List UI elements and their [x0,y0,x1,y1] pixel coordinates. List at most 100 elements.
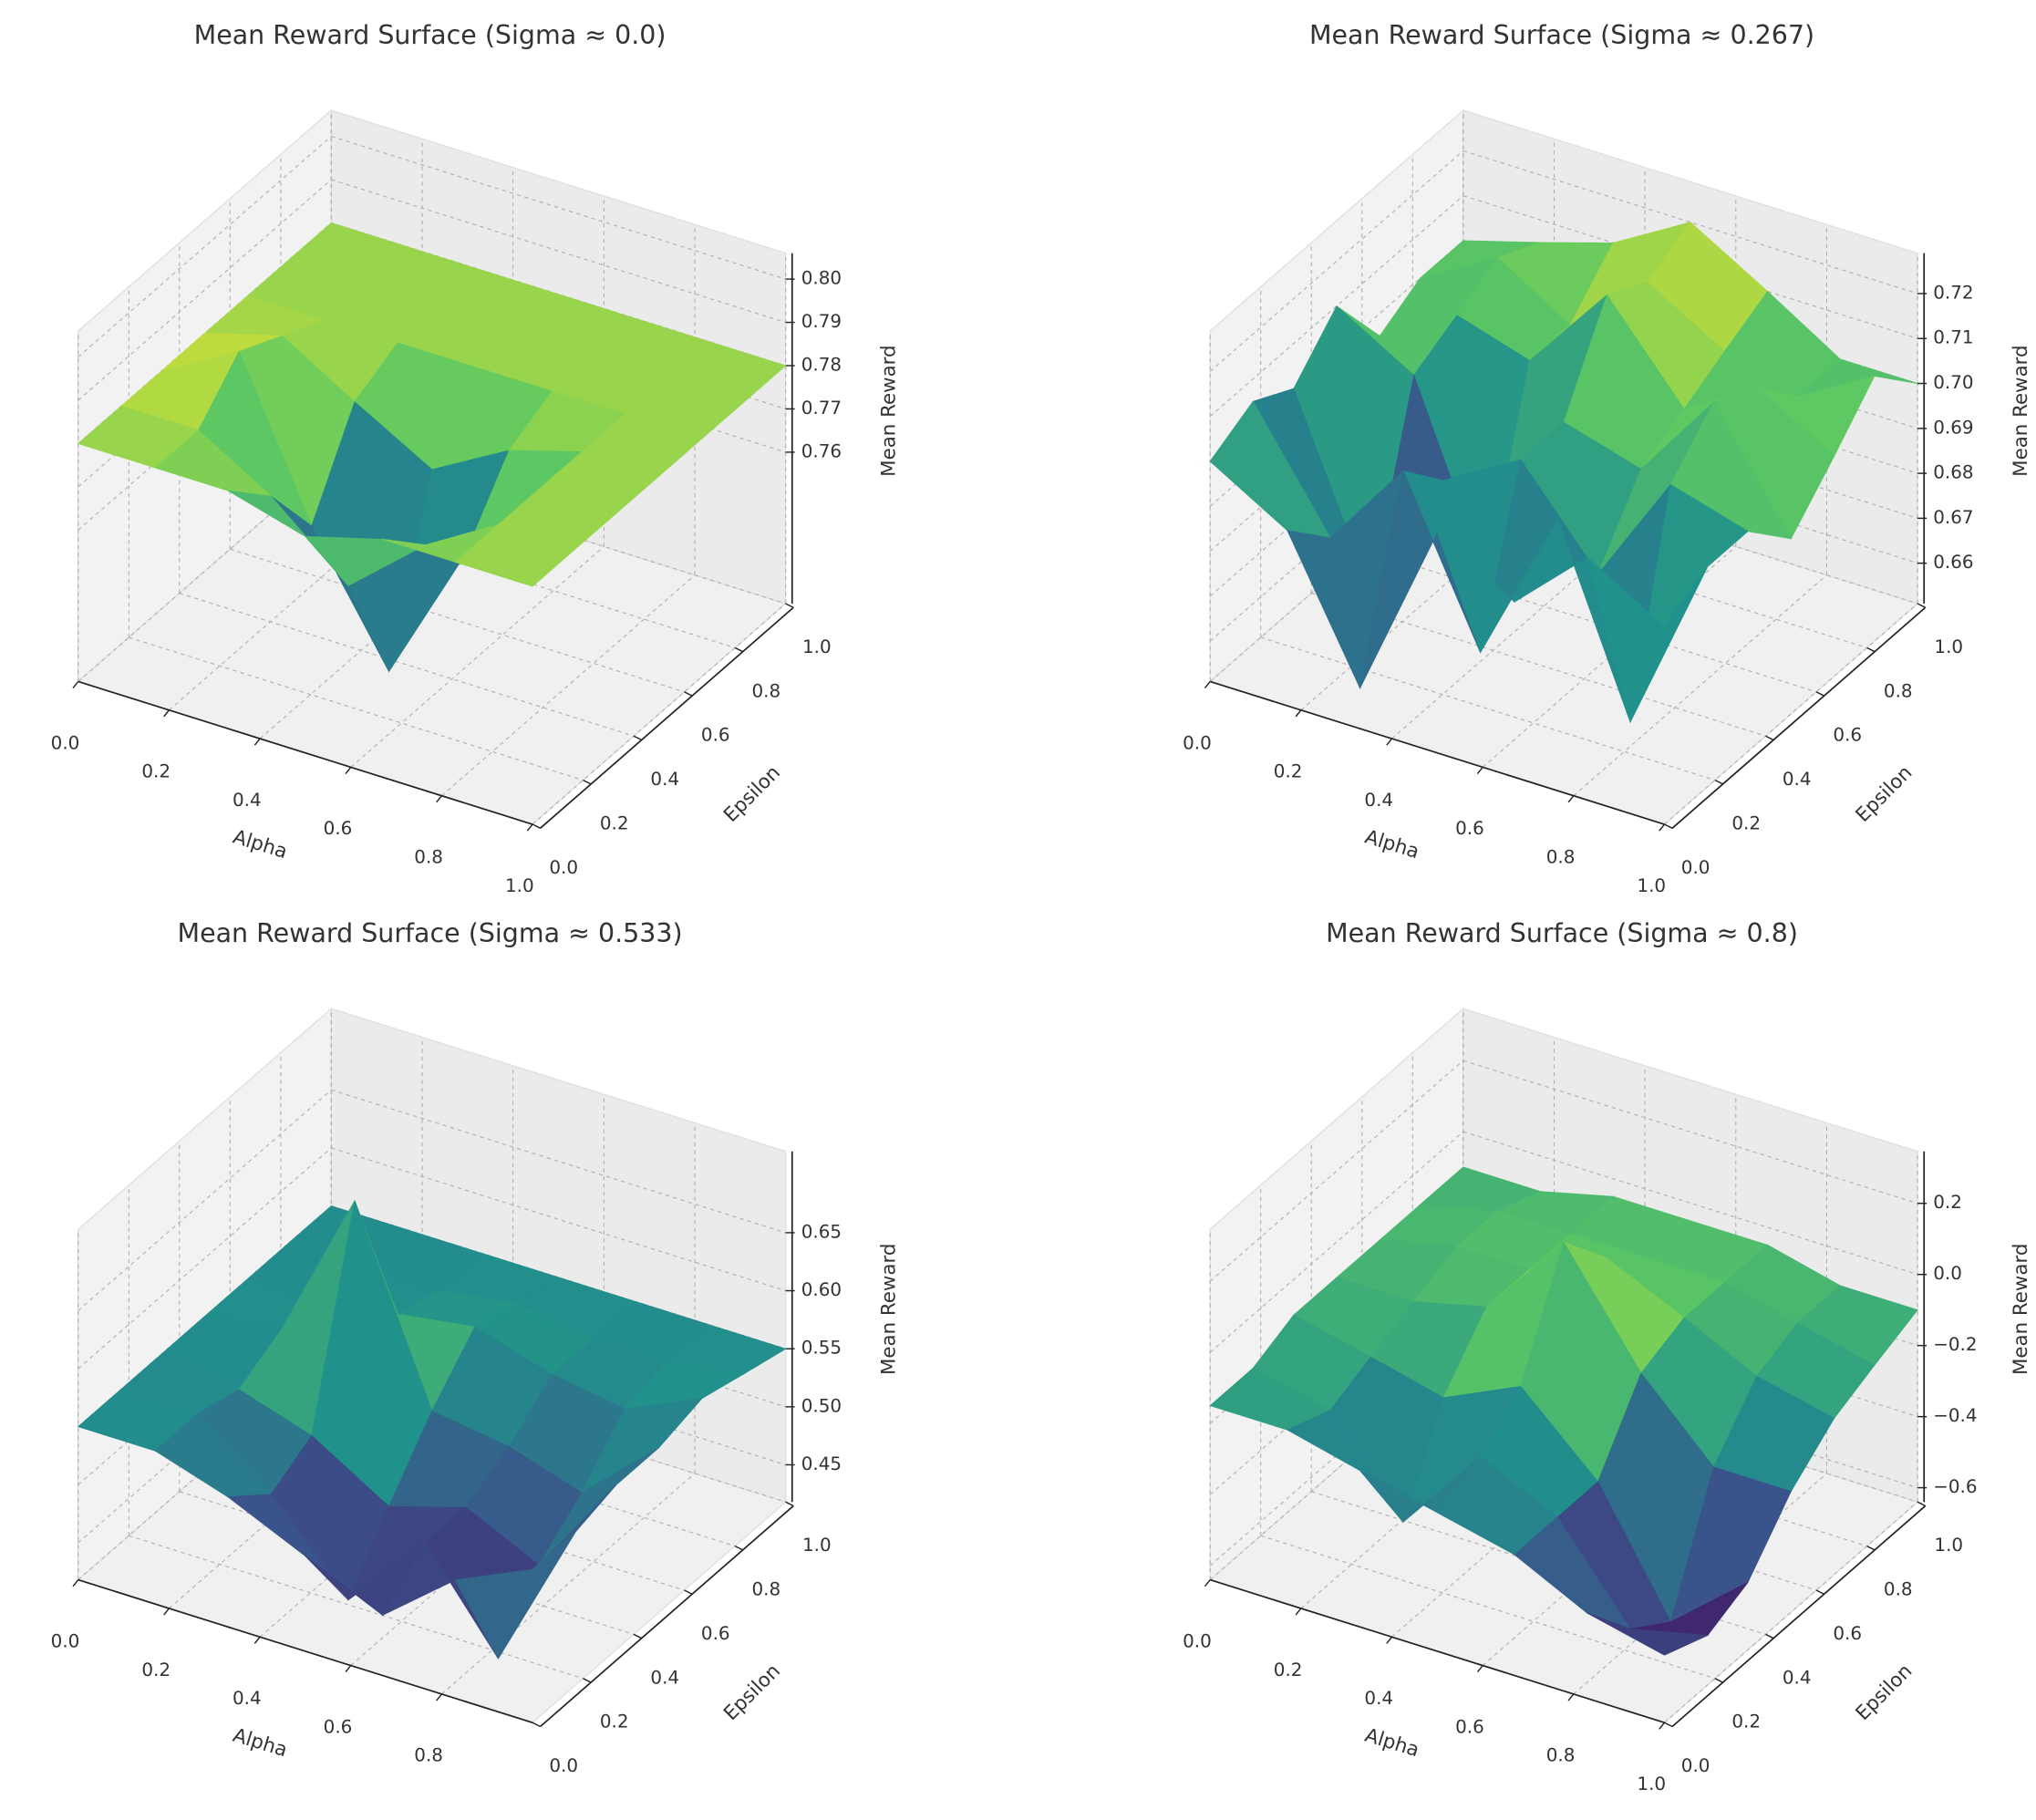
z-tick-label: 0.60 [801,1279,842,1300]
z-tick-label: 0.2 [1933,1192,1962,1213]
grid-line [1462,1131,1918,1276]
x-axis [78,1578,533,1724]
surface-patch [454,1531,576,1660]
z-axis-label: Mean Reward [2010,345,2032,476]
surface-patch [454,523,577,587]
x-tick-label: 1.0 [1637,1773,1666,1794]
y-tick-label: 0.8 [751,1579,780,1600]
y-tick-label: 0.4 [650,769,679,790]
grid-line [441,574,696,797]
surface-patch [1586,1612,1710,1656]
tick-mark [1765,1633,1774,1639]
grid-line [331,1089,786,1234]
y-tick-label: 0.0 [549,1755,578,1776]
grid-line [1209,375,1464,597]
tick-mark [1917,603,1926,608]
z-tick-label: 0.77 [801,398,842,419]
x-tick-label: 0.8 [1546,1745,1576,1766]
tick-mark [734,1545,743,1551]
z-axis-label: Mean Reward [878,345,901,476]
tick-mark [345,1665,352,1673]
grid-line [1209,330,1464,552]
tick-mark [1917,1501,1926,1507]
y-tick-label: 1.0 [1934,1535,1963,1556]
x-axis [78,680,533,825]
tick-mark [253,1636,261,1644]
x-tick-label: 0.2 [141,1660,171,1680]
tick-mark [1476,1665,1483,1673]
tick-mark [583,1678,592,1683]
grid-line [1361,548,1817,693]
x-axis-label: Alpha [231,1724,290,1763]
z-tick-label: 0.55 [801,1338,842,1359]
tick-mark [785,1501,794,1507]
grid-line [78,460,332,682]
grid-line [1391,1415,1646,1638]
tick-mark [1476,766,1483,774]
subplot-title: Mean Reward Surface (Sigma ≈ 0.0) [194,20,667,50]
subplot: Mean Reward Surface (Sigma ≈ 0.267) 0.0 0.… [1183,20,2032,896]
x-tick-label: 0.4 [1364,1688,1393,1709]
grid-line [1664,603,1918,825]
x-tick-label: 0.6 [324,818,353,839]
grid-line [1300,489,1555,711]
x-tick-label: 0.6 [1455,1716,1484,1737]
grid-line [441,1473,696,1695]
y-tick-label: 0.4 [1783,769,1812,790]
x-tick-label: 0.8 [414,1745,443,1766]
x-tick-label: 0.8 [1546,847,1576,868]
grid-line [78,1359,332,1581]
x-tick-label: 1.0 [1637,875,1666,896]
grid-line [350,545,605,768]
grid-line [1260,636,1716,781]
grid-line [78,1089,332,1311]
x-tick-label: 0.0 [1183,1630,1212,1651]
tick-mark [1659,1722,1666,1730]
grid-line [78,1263,332,1485]
y-tick-label: 0.6 [701,725,730,746]
tick-mark [1765,735,1774,741]
subplot-title: Mean Reward Surface (Sigma ≈ 0.267) [1309,20,1814,50]
grid-line [1260,1535,1716,1680]
grid-line [350,1444,605,1667]
grid-line [1573,574,1827,797]
y-tick-label: 0.6 [1833,725,1862,746]
y-tick-label: 0.2 [600,813,629,834]
y-tick-label: 0.8 [1884,1579,1913,1600]
z-tick-label: 0.67 [1933,507,1973,528]
tick-mark [1659,823,1666,832]
y-tick-label: 0.0 [1681,1755,1710,1776]
grid-line [1209,150,1464,372]
grid-line [169,1387,423,1609]
grid-line [129,636,584,781]
y-axis [1671,1505,1927,1728]
grid-line [1462,195,1918,339]
z-tick-label: 0.71 [1933,327,1973,348]
z-tick-label: 0.76 [801,440,842,461]
z-tick-label: 0.65 [801,1221,842,1242]
grid-line [1311,1491,1766,1635]
y-tick-label: 0.8 [751,680,780,701]
subplot-title: Mean Reward Surface (Sigma ≈ 0.533) [178,918,683,948]
grid-line [1209,419,1464,642]
grid-line [1209,1359,1464,1581]
x-tick-label: 0.4 [233,790,262,811]
tick-mark [436,1693,442,1701]
tick-mark [633,735,642,741]
x-tick-label: 0.8 [414,847,443,868]
z-tick-label: 0.80 [801,268,842,289]
grid-line [78,308,332,531]
x-tick-label: 0.2 [1274,1660,1303,1680]
grid-line [532,603,787,825]
y-tick-label: 0.4 [1783,1667,1812,1688]
y-axis-label: Epsilon [1852,1660,1917,1725]
y-tick-label: 1.0 [802,1535,832,1556]
y-axis [1671,606,1927,829]
grid-line [1300,1387,1555,1609]
grid-line [179,593,635,737]
grid-line [1462,150,1918,295]
subplot: Mean Reward Surface (Sigma ≈ 0.0) 0.0 0.2 0… [51,20,901,896]
surface-patch [1586,556,1709,724]
grid-line [78,1321,332,1544]
